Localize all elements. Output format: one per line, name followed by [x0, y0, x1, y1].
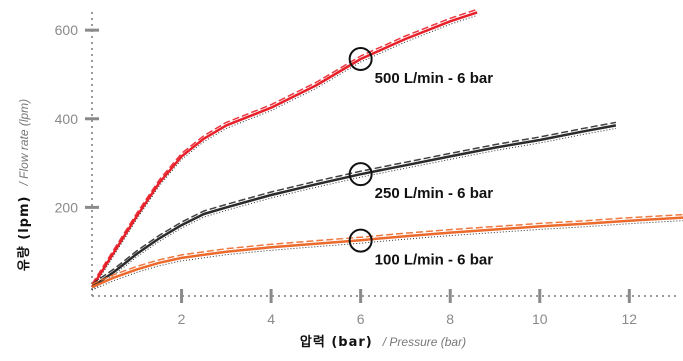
series-dashed-line	[91, 213, 683, 285]
annotation-label: 100 L/min - 6 bar	[375, 252, 494, 269]
x-axis-label-sub: / Pressure (bar)	[382, 335, 466, 349]
y-axis-label-sub: / Flow rate (lpm)	[17, 99, 31, 187]
x-tick-label: 4	[267, 311, 275, 327]
x-tick-label: 12	[622, 311, 638, 327]
x-axis-label-main: 압력 (bar)	[300, 335, 373, 350]
annotation-label: 500 L/min - 6 bar	[375, 70, 494, 87]
y-tick-label: 200	[55, 199, 79, 215]
annotation-label: 250 L/min - 6 bar	[375, 185, 494, 202]
y-tick-label: 600	[55, 22, 79, 38]
series-dashed-line	[91, 8, 478, 285]
series-line	[91, 216, 683, 289]
series-dotted-line	[91, 127, 616, 291]
y-tick-label: 400	[55, 111, 79, 127]
series-dashed-line	[91, 121, 617, 285]
y-axis-label: 유량 (lpm) / Flow rate (lpm)	[15, 99, 32, 271]
y-ticks-group: 200 400 600	[55, 22, 99, 215]
y-axis-label-main: 유량 (lpm)	[17, 196, 32, 272]
x-axis-label: 압력 (bar) / Pressure (bar)	[300, 333, 466, 350]
series-line	[91, 124, 617, 289]
series-dotted-line	[91, 220, 683, 291]
x-tick-label: 2	[178, 311, 186, 327]
annotation-circle	[348, 46, 373, 71]
annotation-circle	[348, 228, 373, 253]
x-ticks-group: 2 4 6 8 10 12	[178, 289, 638, 327]
series-line	[90, 11, 478, 288]
series-group	[90, 8, 683, 291]
x-tick-label: 6	[357, 311, 365, 327]
axes-group	[91, 8, 680, 297]
x-tick-label: 10	[532, 311, 548, 327]
x-tick-label: 8	[446, 311, 454, 327]
series-dotted-line	[91, 14, 478, 291]
annotation-circle	[348, 162, 373, 187]
annotations-group: 500 L/min - 6 bar 250 L/min - 6 bar 100 L/…	[348, 46, 494, 269]
